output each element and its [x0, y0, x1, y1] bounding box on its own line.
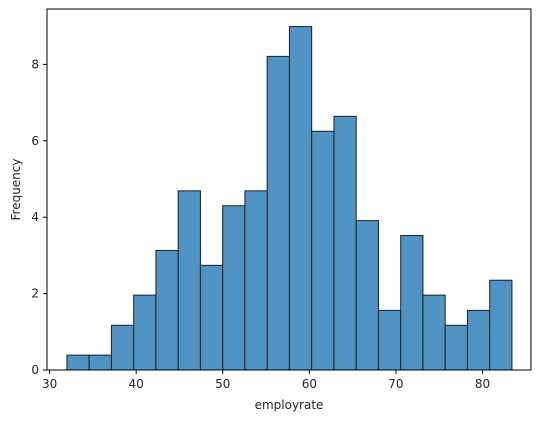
histogram-bar: [155, 249, 179, 371]
histogram-bar: [333, 115, 357, 371]
histogram-bar: [355, 220, 379, 371]
histogram-bar: [311, 130, 335, 371]
x-tick-label: 60: [302, 377, 317, 391]
histogram-bar: [466, 309, 491, 371]
bars-group: [66, 26, 513, 371]
x-tick-label: 70: [388, 377, 403, 391]
y-axis-label: Frequency: [9, 159, 23, 221]
x-axis-label: employrate: [255, 398, 324, 412]
histogram-bar: [199, 264, 224, 371]
histogram-bar: [266, 55, 290, 371]
plot-frame: [46, 8, 532, 371]
histogram-bar: [244, 190, 268, 371]
histogram-bar: [88, 354, 112, 371]
y-tick-label: 8: [31, 57, 39, 71]
x-tick-label: 40: [129, 377, 144, 391]
x-tick-label: 80: [475, 377, 490, 391]
histogram-bar: [400, 235, 424, 371]
y-tick-label: 0: [31, 363, 39, 377]
histogram-bar: [377, 309, 402, 371]
histogram-bar: [489, 279, 513, 371]
histogram-bar: [66, 354, 90, 371]
y-tick-label: 2: [31, 287, 39, 301]
histogram-bar: [288, 26, 313, 371]
x-axis-ticks: 30 40 50 60 70 80: [42, 370, 490, 391]
histogram-bar: [222, 205, 246, 371]
histogram-bar: [133, 294, 157, 371]
y-axis-ticks: 0 2 4 6 8: [31, 57, 47, 377]
histogram-bar: [177, 190, 201, 371]
x-tick-label: 50: [215, 377, 230, 391]
y-tick-label: 6: [31, 134, 39, 148]
y-tick-label: 4: [31, 210, 39, 224]
histogram-bar: [422, 294, 446, 371]
histogram-bar: [444, 324, 468, 371]
x-tick-label: 30: [42, 377, 57, 391]
histogram-bar: [110, 324, 135, 371]
